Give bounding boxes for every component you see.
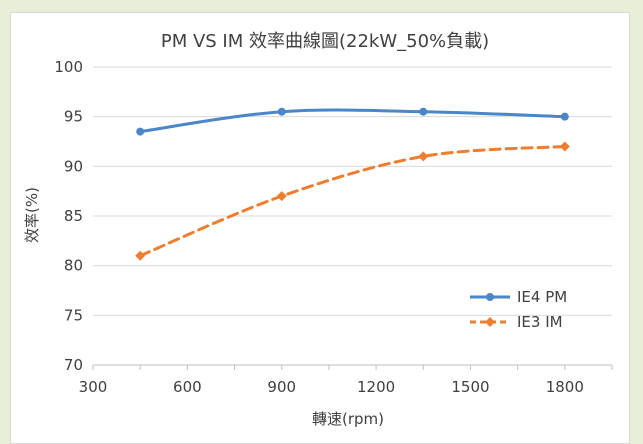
data-point-circle: [419, 107, 428, 116]
y-tick-label: 100: [54, 58, 83, 76]
series-line: [138, 144, 567, 258]
legend: IE4 PM IE3 IM: [470, 288, 567, 331]
chart-area: [10, 12, 630, 444]
x-tick-label: 600: [173, 378, 202, 396]
legend-label: IE4 PM: [517, 288, 567, 306]
x-axis-label: 轉速(rpm): [312, 410, 384, 428]
x-tick-label: 1500: [451, 378, 489, 396]
data-point-diamond: [418, 151, 429, 162]
data-point-circle: [560, 112, 569, 121]
data-point-diamond: [135, 250, 146, 261]
series-1: [135, 141, 570, 261]
data-point-circle: [277, 107, 286, 116]
axes: [92, 364, 613, 370]
series-0: [136, 107, 569, 136]
series-lines: [135, 107, 570, 261]
y-tick-label: 90: [64, 157, 83, 175]
x-tick-label: 300: [79, 378, 108, 396]
y-axis-label: 效率(%): [23, 187, 41, 243]
legend-marker: [486, 293, 494, 301]
y-tick-label: 70: [64, 356, 83, 374]
data-point-circle: [136, 127, 145, 136]
legend-marker: [485, 317, 495, 327]
y-tick-label: 80: [64, 257, 83, 275]
data-point-diamond: [276, 191, 287, 202]
tick-labels: 70 75 80 85 90 95 100 300 600 900 1200 1500 1800: [54, 58, 584, 396]
legend-item: IE4 PM: [470, 288, 567, 306]
x-tick-label: 1800: [546, 378, 584, 396]
data-point-diamond: [559, 141, 570, 152]
y-tick-label: 75: [64, 306, 83, 324]
chart-title: PM VS IM 效率曲線圖(22kW_50%負載): [161, 31, 489, 52]
legend-label: IE3 IM: [517, 313, 563, 331]
x-tick-label: 1200: [357, 378, 395, 396]
page-frame: 70 75 80 85 90 95 100 300 600 900 1200 1500 1800 IE4…: [10, 12, 630, 444]
legend-item: IE3 IM: [470, 313, 563, 331]
y-tick-label: 85: [64, 207, 83, 225]
x-tick-label: 900: [267, 378, 296, 396]
efficiency-chart: 70 75 80 85 90 95 100 300 600 900 1200 1500 1800 IE4…: [23, 31, 613, 428]
series-line: [138, 108, 567, 134]
y-tick-label: 95: [64, 108, 83, 126]
